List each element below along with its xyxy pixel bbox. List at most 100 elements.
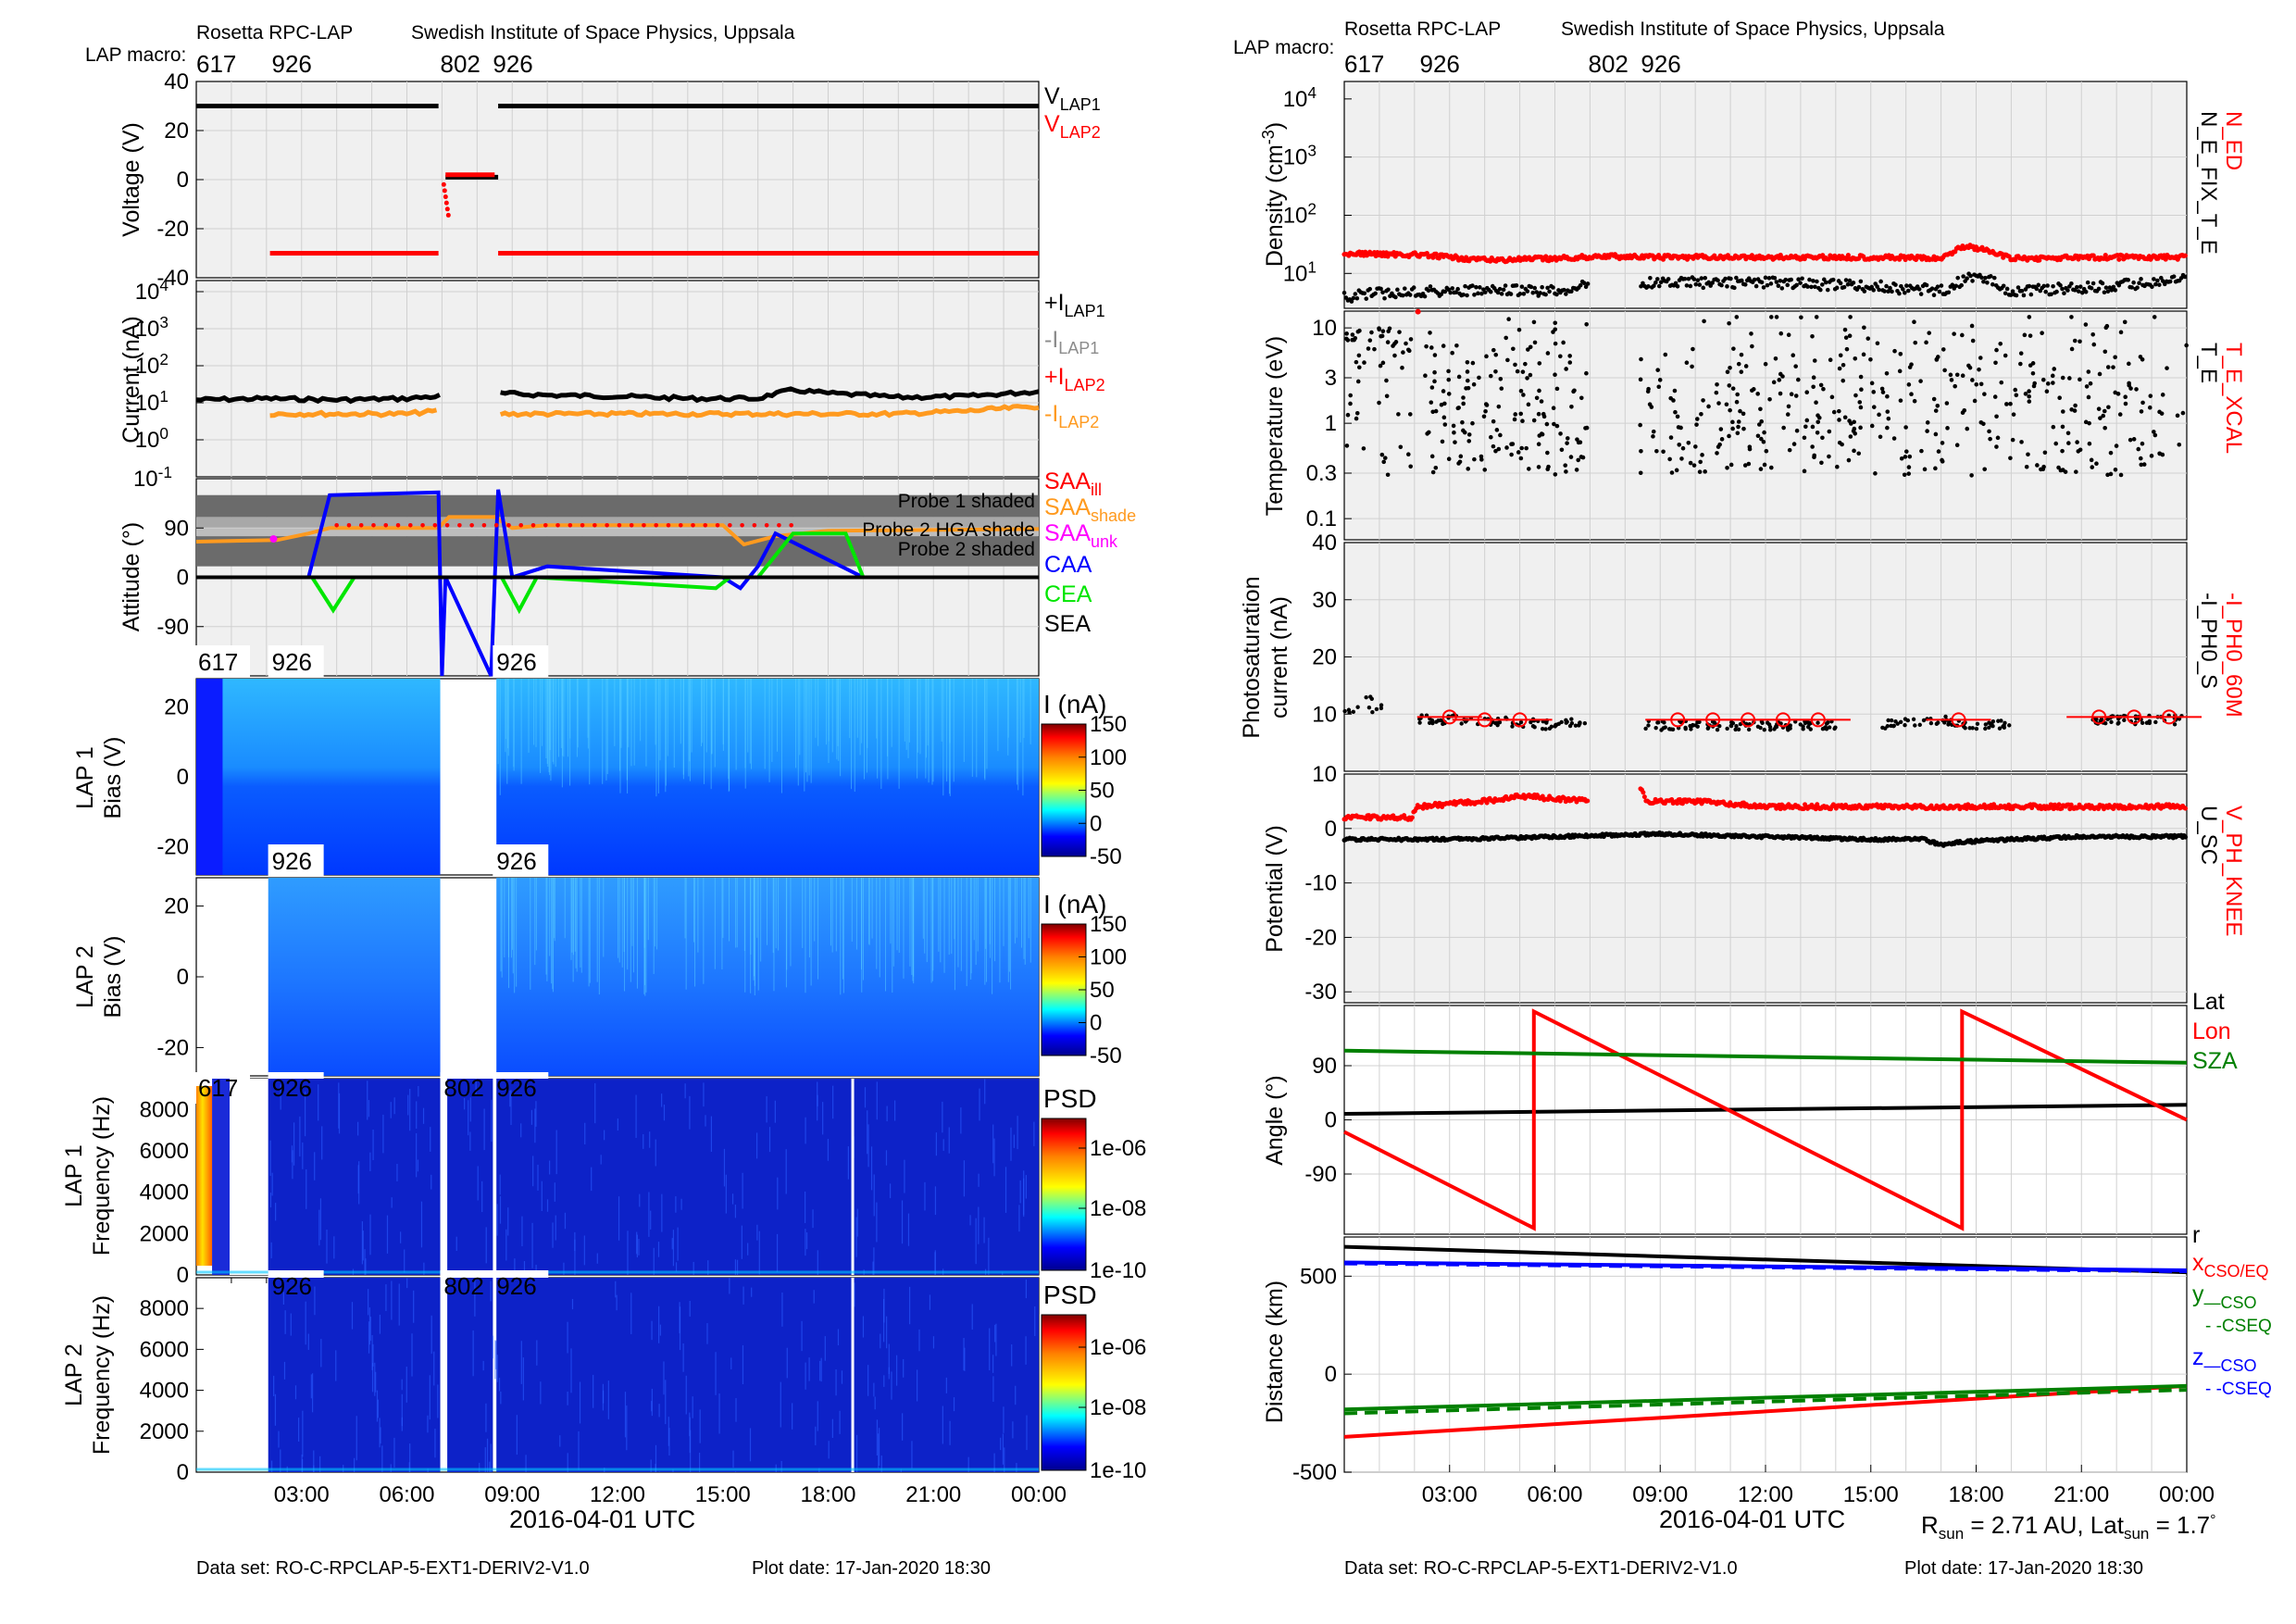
colorbar-tick-label: 1e-10 xyxy=(1090,1258,1146,1283)
density-point xyxy=(1785,282,1791,288)
attitude-legend: SEA xyxy=(1044,611,1091,637)
y-tick-label: -500 xyxy=(1292,1460,1337,1485)
temperature-point xyxy=(1511,346,1516,352)
temperature-point xyxy=(2010,437,2015,443)
temperature-point xyxy=(1496,446,1502,452)
density-point xyxy=(1869,284,1875,290)
temperature-point xyxy=(1377,327,1381,332)
temperature-point xyxy=(1379,333,1383,339)
y-tick-label: 30 xyxy=(1312,588,1337,613)
density-point xyxy=(1916,287,1922,292)
temperature-point xyxy=(1427,430,1431,435)
temperature-point xyxy=(1960,332,1965,338)
temperature-point xyxy=(2058,468,2064,473)
density-point xyxy=(1648,275,1653,281)
temperature-point xyxy=(1528,344,1533,350)
current-legend: -ILAP1 xyxy=(1044,327,1099,357)
density-point xyxy=(2105,289,2111,294)
temperature-point xyxy=(2128,386,2133,391)
temperature-point xyxy=(1551,330,1555,334)
y-tick-label: 103 xyxy=(135,313,168,342)
temperature-point xyxy=(1391,344,1395,348)
temperature-point xyxy=(1848,315,1853,319)
temperature-point xyxy=(1725,369,1730,375)
attitude-mark xyxy=(629,522,634,528)
temperature-point xyxy=(1686,440,1691,445)
annotation: Probe 2 HGA shade xyxy=(862,519,1035,541)
temperature-point xyxy=(1730,426,1735,431)
density-point xyxy=(1815,279,1819,284)
potential-point xyxy=(1585,798,1591,804)
macro-box xyxy=(268,645,324,677)
temperature-point xyxy=(1675,414,1680,419)
temperature-point xyxy=(1654,448,1659,454)
photosat-point-60m xyxy=(2162,709,2177,725)
density-point xyxy=(1364,296,1369,301)
temperature-point xyxy=(1558,354,1563,359)
colorbar-tick-label: 1e-08 xyxy=(1090,1196,1146,1221)
temperature-point xyxy=(1785,412,1791,417)
temperature-point xyxy=(1972,398,1978,404)
density-point xyxy=(1530,290,1536,295)
temperature-point xyxy=(1741,411,1746,417)
temperature-point xyxy=(1739,369,1744,374)
temperature-point xyxy=(2087,420,2091,426)
density-point xyxy=(1759,280,1765,285)
temperature-point xyxy=(1461,395,1466,400)
density-point xyxy=(1783,277,1789,282)
label-part: 10 xyxy=(135,317,160,342)
temperature-point xyxy=(1735,431,1741,436)
temperature-point xyxy=(2138,355,2143,359)
label-part: y xyxy=(2192,1281,2204,1307)
photosat-point xyxy=(2115,721,2120,726)
temperature-point xyxy=(1355,379,1361,384)
label-part: 1 xyxy=(1307,257,1316,276)
temperature-point xyxy=(1584,321,1589,327)
temperature-point xyxy=(1841,362,1846,368)
photosat-point xyxy=(1970,726,1975,731)
colorbar-tick-label: 0 xyxy=(1090,811,1102,836)
footer-dataset-left: Data set: RO-C-RPCLAP-5-EXT1-DERIV2-V1.0 xyxy=(196,1558,590,1579)
temperature-point xyxy=(2032,381,2037,386)
temperature-point xyxy=(1672,388,1678,394)
voltage-mark xyxy=(443,200,449,206)
temperature-point xyxy=(2184,343,2189,348)
temperature-point xyxy=(2177,442,2182,447)
photosat-point xyxy=(1736,727,1741,732)
temperature-point xyxy=(1516,327,1522,332)
temperature-point xyxy=(1455,406,1461,411)
temperature-point xyxy=(1521,393,1526,397)
temperature-point xyxy=(1385,472,1391,478)
density-point xyxy=(2034,286,2040,292)
temperature-point xyxy=(2147,405,2152,410)
temperature-point xyxy=(1829,394,1835,400)
temperature-point xyxy=(1553,341,1558,346)
y-tick-label: 0 xyxy=(1325,1108,1337,1133)
attitude-legend: SAAill xyxy=(1044,468,1102,499)
photosat-point xyxy=(1364,694,1368,700)
temperature-point xyxy=(1931,396,1937,402)
temperature-point xyxy=(1513,362,1517,368)
density-point xyxy=(1688,283,1693,289)
photosat-point xyxy=(1565,719,1569,724)
temperature-point xyxy=(1970,378,1975,382)
distance-series xyxy=(1343,1383,2188,1412)
photosat-point xyxy=(2153,719,2158,725)
temperature-point xyxy=(1844,346,1850,352)
photosat-point xyxy=(2003,720,2007,726)
temperature-point xyxy=(1563,463,1568,468)
temperature-point xyxy=(1812,358,1817,363)
photosat-point xyxy=(1746,727,1752,732)
temperature-point xyxy=(1907,454,1913,459)
temperature-point xyxy=(2050,373,2055,379)
temperature-point xyxy=(1724,402,1729,407)
voltage-mark xyxy=(442,188,447,194)
attitude-mark xyxy=(407,522,413,528)
density-point xyxy=(1660,256,1666,262)
temperature-point xyxy=(1536,442,1541,447)
institute-label-left: Swedish Institute of Space Physics, Upps… xyxy=(411,22,795,44)
attitude-mark xyxy=(740,522,744,528)
temperature-point xyxy=(1558,431,1563,436)
temperature-point xyxy=(1452,430,1456,435)
temperature-point xyxy=(1669,470,1675,475)
